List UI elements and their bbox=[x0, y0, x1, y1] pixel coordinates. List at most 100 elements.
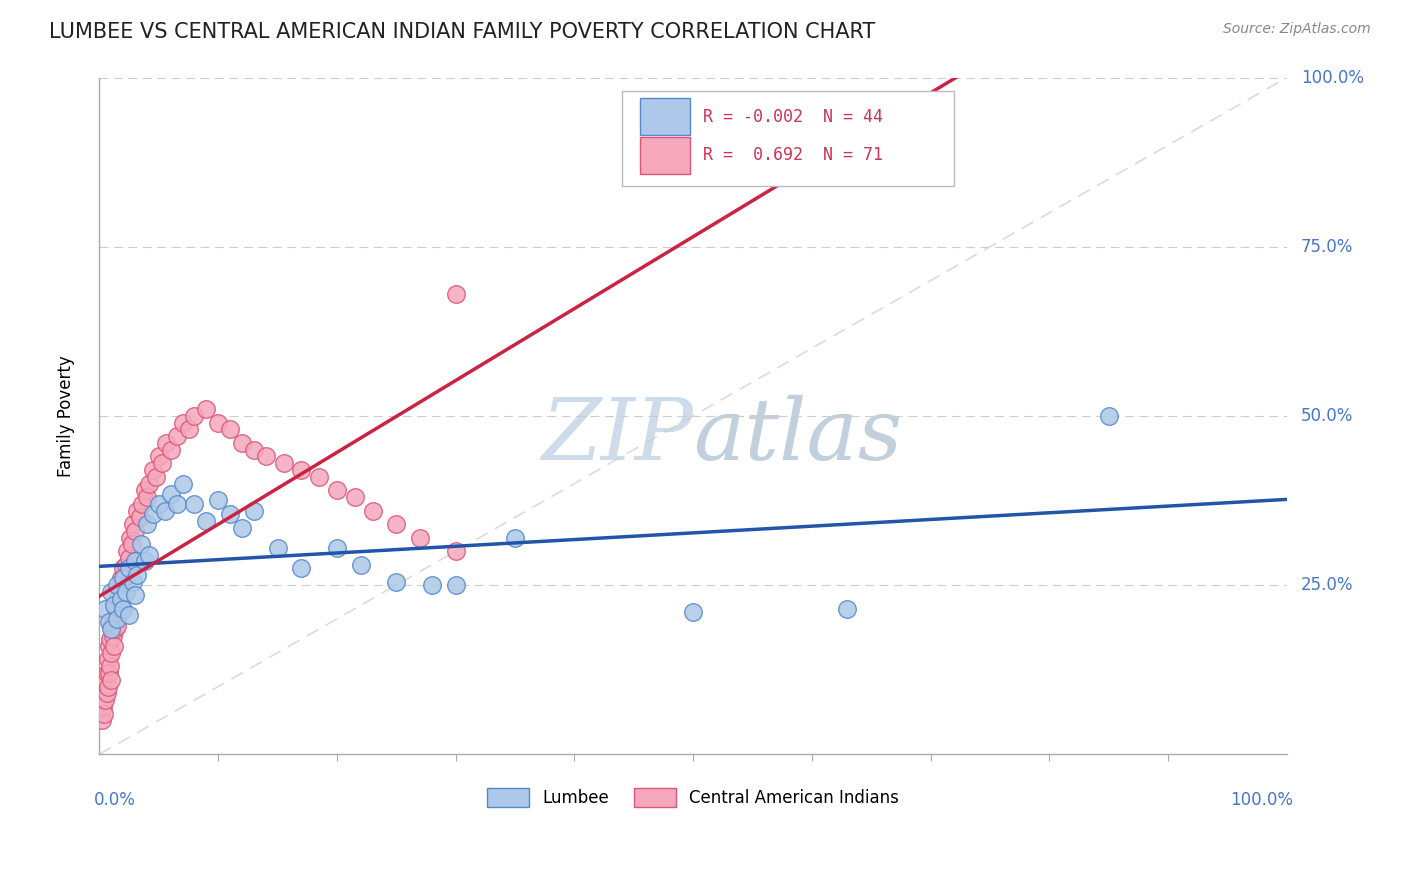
Point bbox=[148, 450, 170, 464]
Point bbox=[326, 541, 349, 555]
Point bbox=[110, 591, 132, 606]
Legend: Lumbee, Central American Indians: Lumbee, Central American Indians bbox=[481, 781, 905, 814]
Point bbox=[124, 554, 146, 568]
FancyBboxPatch shape bbox=[621, 91, 955, 186]
Point bbox=[159, 442, 181, 457]
Point bbox=[110, 571, 132, 585]
Point bbox=[290, 561, 312, 575]
Point bbox=[254, 450, 277, 464]
Point bbox=[142, 463, 165, 477]
Point bbox=[444, 578, 467, 592]
Point bbox=[104, 622, 127, 636]
Point bbox=[124, 524, 146, 538]
Point bbox=[96, 665, 118, 680]
Point bbox=[108, 584, 131, 599]
Point bbox=[385, 574, 408, 589]
Point bbox=[172, 416, 194, 430]
Point bbox=[136, 490, 159, 504]
Point bbox=[243, 442, 266, 457]
Point bbox=[101, 629, 124, 643]
Point bbox=[114, 558, 136, 572]
Point bbox=[385, 517, 408, 532]
Point bbox=[94, 693, 117, 707]
Point bbox=[100, 618, 122, 632]
Point bbox=[172, 476, 194, 491]
Point bbox=[134, 554, 156, 568]
FancyBboxPatch shape bbox=[640, 136, 689, 174]
Point bbox=[112, 601, 135, 615]
Point bbox=[107, 605, 129, 619]
Point bbox=[138, 548, 160, 562]
Point bbox=[361, 503, 384, 517]
Text: 100.0%: 100.0% bbox=[1230, 791, 1292, 809]
Text: 75.0%: 75.0% bbox=[1301, 237, 1354, 256]
Point bbox=[131, 497, 153, 511]
Point bbox=[91, 699, 114, 714]
Point bbox=[103, 639, 125, 653]
Point bbox=[96, 686, 118, 700]
Point bbox=[231, 436, 253, 450]
Point bbox=[138, 476, 160, 491]
Point bbox=[207, 416, 229, 430]
Point bbox=[97, 652, 120, 666]
Point bbox=[343, 490, 366, 504]
Text: 0.0%: 0.0% bbox=[94, 791, 135, 809]
Point bbox=[219, 422, 242, 436]
Point bbox=[444, 287, 467, 301]
Point bbox=[145, 469, 167, 483]
Point bbox=[420, 578, 443, 592]
Point bbox=[183, 409, 205, 423]
Point bbox=[266, 541, 288, 555]
Point bbox=[121, 517, 143, 532]
Point bbox=[308, 469, 330, 483]
Point bbox=[290, 463, 312, 477]
Point bbox=[114, 584, 136, 599]
Text: R =  0.692  N = 71: R = 0.692 N = 71 bbox=[703, 146, 883, 164]
Point bbox=[195, 402, 218, 417]
Point bbox=[159, 486, 181, 500]
Point bbox=[94, 673, 117, 687]
Point bbox=[105, 578, 128, 592]
Point bbox=[128, 510, 150, 524]
Point bbox=[120, 531, 142, 545]
Point bbox=[136, 517, 159, 532]
Point bbox=[112, 571, 135, 585]
Point bbox=[100, 584, 122, 599]
Point bbox=[98, 639, 121, 653]
Point bbox=[118, 561, 141, 575]
Point bbox=[409, 531, 432, 545]
Point bbox=[118, 551, 141, 566]
Point bbox=[93, 706, 115, 721]
Text: R = -0.002  N = 44: R = -0.002 N = 44 bbox=[703, 108, 883, 126]
Point bbox=[148, 497, 170, 511]
Text: LUMBEE VS CENTRAL AMERICAN INDIAN FAMILY POVERTY CORRELATION CHART: LUMBEE VS CENTRAL AMERICAN INDIAN FAMILY… bbox=[49, 22, 876, 42]
Point bbox=[142, 507, 165, 521]
Point bbox=[98, 665, 121, 680]
Point bbox=[121, 537, 143, 551]
Point bbox=[166, 497, 188, 511]
Point bbox=[134, 483, 156, 498]
Y-axis label: Family Poverty: Family Poverty bbox=[58, 355, 75, 476]
Point bbox=[115, 544, 138, 558]
Point bbox=[98, 659, 121, 673]
Point bbox=[118, 608, 141, 623]
Point bbox=[100, 673, 122, 687]
Point bbox=[682, 605, 704, 619]
Text: 25.0%: 25.0% bbox=[1301, 576, 1354, 594]
Point bbox=[183, 497, 205, 511]
Point bbox=[153, 503, 176, 517]
Point bbox=[111, 582, 134, 596]
Point bbox=[112, 561, 135, 575]
Point bbox=[100, 622, 122, 636]
Point bbox=[103, 612, 125, 626]
Point bbox=[326, 483, 349, 498]
Point bbox=[127, 503, 149, 517]
Point bbox=[1098, 409, 1121, 423]
Point bbox=[105, 591, 128, 606]
Text: Source: ZipAtlas.com: Source: ZipAtlas.com bbox=[1223, 22, 1371, 37]
Point bbox=[350, 558, 373, 572]
Text: atlas: atlas bbox=[693, 395, 903, 477]
Point bbox=[103, 599, 125, 613]
Point bbox=[105, 612, 128, 626]
Point bbox=[444, 544, 467, 558]
